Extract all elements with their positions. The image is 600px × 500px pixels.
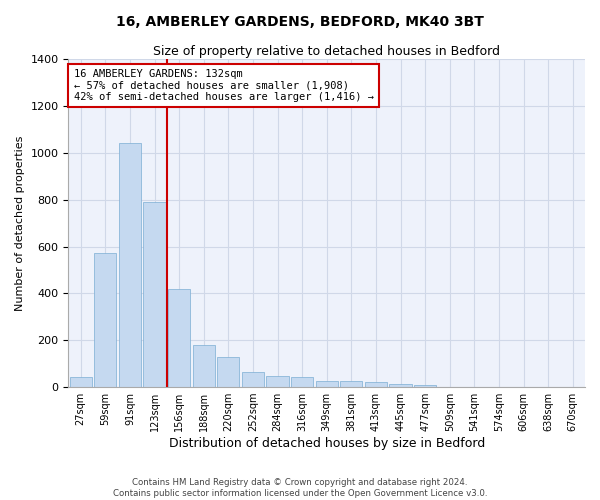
Bar <box>242 372 264 387</box>
Text: 16 AMBERLEY GARDENS: 132sqm
← 57% of detached houses are smaller (1,908)
42% of : 16 AMBERLEY GARDENS: 132sqm ← 57% of det… <box>74 69 374 102</box>
Bar <box>119 144 141 387</box>
Bar <box>291 376 313 387</box>
Text: 16, AMBERLEY GARDENS, BEDFORD, MK40 3BT: 16, AMBERLEY GARDENS, BEDFORD, MK40 3BT <box>116 15 484 29</box>
Bar <box>414 384 436 387</box>
Bar <box>340 381 362 387</box>
Bar <box>389 384 412 387</box>
X-axis label: Distribution of detached houses by size in Bedford: Distribution of detached houses by size … <box>169 437 485 450</box>
Text: Contains HM Land Registry data © Crown copyright and database right 2024.
Contai: Contains HM Land Registry data © Crown c… <box>113 478 487 498</box>
Bar <box>365 382 387 387</box>
Bar <box>193 345 215 387</box>
Y-axis label: Number of detached properties: Number of detached properties <box>15 136 25 311</box>
Bar <box>266 376 289 387</box>
Title: Size of property relative to detached houses in Bedford: Size of property relative to detached ho… <box>153 45 500 58</box>
Bar <box>94 253 116 387</box>
Bar <box>168 288 190 387</box>
Bar <box>316 380 338 387</box>
Bar <box>217 357 239 387</box>
Bar <box>70 376 92 387</box>
Bar <box>143 202 166 387</box>
